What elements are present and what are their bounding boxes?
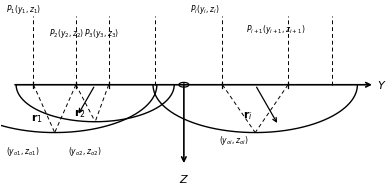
Text: $P_3(y_3,z_3)$: $P_3(y_3,z_3)$ — [84, 27, 119, 40]
Text: $Z$: $Z$ — [179, 173, 189, 185]
Text: $\mathbf{r}_1$: $\mathbf{r}_1$ — [32, 113, 43, 125]
Text: $Y$: $Y$ — [377, 79, 386, 91]
Text: $(y_{o2},z_{o2})$: $(y_{o2},z_{o2})$ — [68, 145, 102, 158]
Text: $P_i(y_i,z_i)$: $P_i(y_i,z_i)$ — [190, 3, 219, 16]
Text: $\mathbf{r}_i$: $\mathbf{r}_i$ — [243, 109, 252, 122]
Text: $\mathbf{r}_2$: $\mathbf{r}_2$ — [74, 107, 86, 120]
Text: $P_2(y_2,z_2)$: $P_2(y_2,z_2)$ — [49, 27, 84, 40]
Text: $P_{i+1}(y_{i+1},z_{i+1})$: $P_{i+1}(y_{i+1},z_{i+1})$ — [245, 23, 305, 36]
Text: $P_1(y_1,z_1)$: $P_1(y_1,z_1)$ — [7, 3, 42, 16]
Text: $(y_{oi},z_{oi})$: $(y_{oi},z_{oi})$ — [219, 134, 248, 147]
Text: $(y_{o1},z_{o1})$: $(y_{o1},z_{o1})$ — [7, 145, 40, 158]
